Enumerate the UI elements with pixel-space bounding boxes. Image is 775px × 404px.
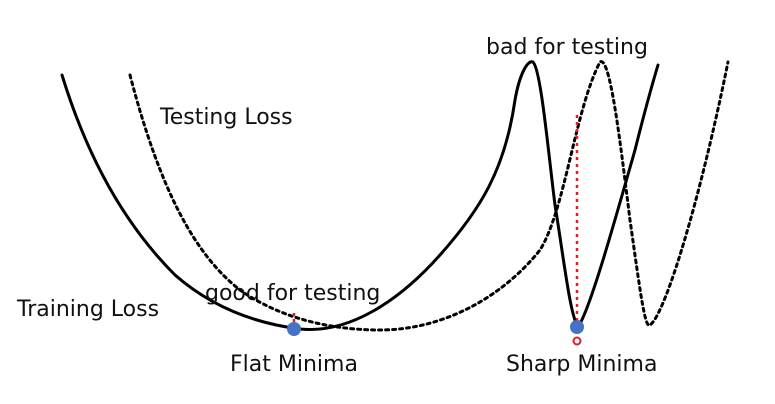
training-loss-curve (60, 60, 660, 331)
good-for-testing-label: good for testing (205, 281, 380, 306)
sharp-minima-label: Sharp Minima (506, 352, 657, 377)
training-loss-label: Training Loss (16, 297, 159, 322)
flat-minima-point (287, 322, 301, 336)
testing-loss-curve (128, 60, 730, 332)
bad-for-testing-label: bad for testing (486, 35, 648, 60)
testing-loss-label: Testing Loss (159, 105, 293, 130)
sharp-minima-red-marker (572, 336, 582, 346)
flat-minima-label: Flat Minima (230, 352, 358, 377)
sharp-minima-point (570, 320, 584, 334)
